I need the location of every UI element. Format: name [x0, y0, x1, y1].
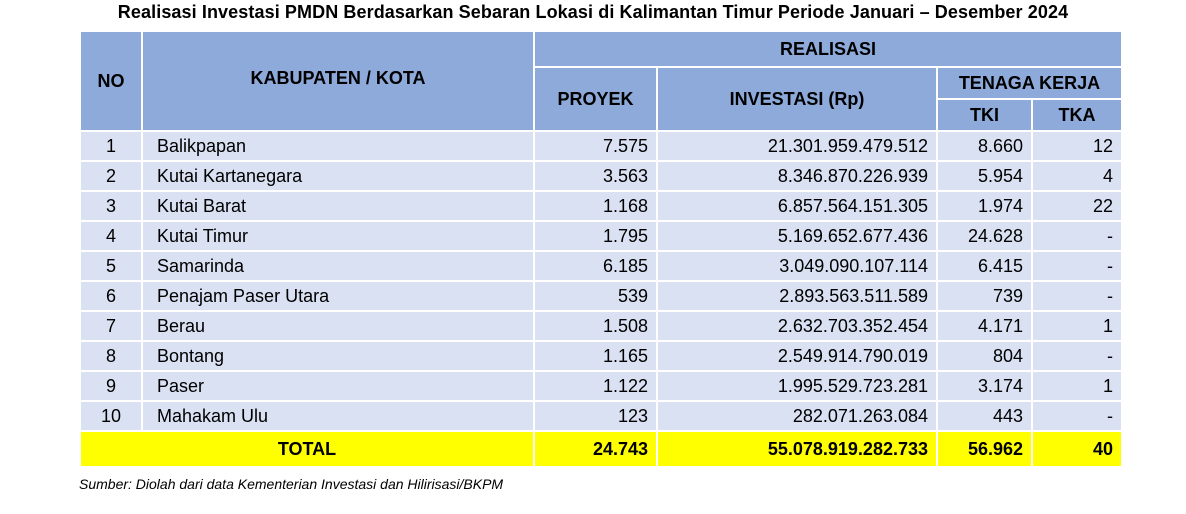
cell-kabupaten: Kutai Barat: [141, 190, 535, 222]
cell-tka: 12: [1031, 130, 1123, 162]
cell-tka: 22: [1031, 190, 1123, 222]
total-tka: 40: [1031, 430, 1123, 468]
total-label: TOTAL: [79, 430, 535, 468]
cell-kabupaten: Kutai Kartanegara: [141, 160, 535, 192]
cell-tka: 4: [1031, 160, 1123, 192]
header-kabupaten: KABUPATEN / KOTA: [141, 30, 535, 132]
cell-proyek: 3.563: [533, 160, 658, 192]
cell-proyek: 539: [533, 280, 658, 312]
cell-investasi: 5.169.652.677.436: [656, 220, 938, 252]
table-row: 10 Mahakam Ulu 123 282.071.263.084 443-: [79, 400, 1123, 432]
total-row: TOTAL 24.743 55.078.919.282.733 56.962 4…: [79, 430, 1123, 468]
cell-investasi: 2.549.914.790.019: [656, 340, 938, 372]
header-investasi: INVESTASI (Rp): [656, 66, 938, 132]
cell-tki: 5.954: [936, 160, 1033, 192]
source-note: Sumber: Diolah dari data Kementerian Inv…: [79, 476, 504, 492]
cell-tki: 6.415: [936, 250, 1033, 282]
header-tenaga-kerja: TENAGA KERJA: [936, 66, 1123, 100]
cell-no: 4: [79, 220, 143, 252]
cell-tki: 3.174: [936, 370, 1033, 402]
cell-proyek: 6.185: [533, 250, 658, 282]
cell-tki: 1.974: [936, 190, 1033, 222]
table-row: 2 Kutai Kartanegara 3.563 8.346.870.226.939…: [79, 160, 1123, 192]
table-row: 5 Samarinda 6.185 3.049.090.107.114 6.415-: [79, 250, 1123, 282]
table-row: 6 Penajam Paser Utara 539 2.893.563.511.589…: [79, 280, 1123, 312]
cell-no: 5: [79, 250, 143, 282]
header-tki: TKI: [936, 98, 1033, 132]
table-title: Realisasi Investasi PMDN Berdasarkan Seb…: [117, 2, 1069, 22]
total-investasi: 55.078.919.282.733: [656, 430, 938, 468]
cell-tki: 804: [936, 340, 1033, 372]
cell-kabupaten: Balikpapan: [141, 130, 535, 162]
cell-investasi: 8.346.870.226.939: [656, 160, 938, 192]
cell-no: 1: [79, 130, 143, 162]
total-proyek: 24.743: [533, 430, 658, 468]
cell-investasi: 1.995.529.723.281: [656, 370, 938, 402]
cell-investasi: 3.049.090.107.114: [656, 250, 938, 282]
cell-tka: 1: [1031, 370, 1123, 402]
table-row: 4 Kutai Timur 1.795 5.169.652.677.436 24.628…: [79, 220, 1123, 252]
cell-tka: 1: [1031, 310, 1123, 342]
cell-kabupaten: Bontang: [141, 340, 535, 372]
cell-tka: -: [1031, 220, 1123, 252]
cell-no: 2: [79, 160, 143, 192]
cell-no: 7: [79, 310, 143, 342]
header-proyek: PROYEK: [533, 66, 658, 132]
table-row: 8 Bontang 1.165 2.549.914.790.019 804-: [79, 340, 1123, 372]
cell-proyek: 1.168: [533, 190, 658, 222]
cell-kabupaten: Mahakam Ulu: [141, 400, 535, 432]
cell-tki: 8.660: [936, 130, 1033, 162]
cell-kabupaten: Paser: [141, 370, 535, 402]
cell-proyek: 1.795: [533, 220, 658, 252]
header-realisasi: REALISASI: [533, 30, 1123, 68]
cell-investasi: 2.893.563.511.589: [656, 280, 938, 312]
cell-investasi: 6.857.564.151.305: [656, 190, 938, 222]
cell-tki: 739: [936, 280, 1033, 312]
table-row: 7 Berau 1.508 2.632.703.352.454 4.171 1: [79, 310, 1123, 342]
investment-table: NO KABUPATEN / KOTA REALISASI PROYEK INV…: [79, 30, 1123, 468]
cell-no: 10: [79, 400, 143, 432]
cell-kabupaten: Samarinda: [141, 250, 535, 282]
table-row: 1 Balikpapan 7.575 21.301.959.479.512 8.660 1…: [79, 130, 1123, 162]
cell-tki: 24.628: [936, 220, 1033, 252]
cell-no: 6: [79, 280, 143, 312]
cell-proyek: 1.508: [533, 310, 658, 342]
cell-proyek: 1.122: [533, 370, 658, 402]
cell-kabupaten: Berau: [141, 310, 535, 342]
cell-investasi: 282.071.263.084: [656, 400, 938, 432]
cell-no: 8: [79, 340, 143, 372]
header-tka: TKA: [1031, 98, 1123, 132]
cell-investasi: 21.301.959.479.512: [656, 130, 938, 162]
cell-proyek: 7.575: [533, 130, 658, 162]
cell-tka: -: [1031, 400, 1123, 432]
cell-proyek: 123: [533, 400, 658, 432]
cell-proyek: 1.165: [533, 340, 658, 372]
cell-no: 9: [79, 370, 143, 402]
cell-tki: 443: [936, 400, 1033, 432]
cell-kabupaten: Penajam Paser Utara: [141, 280, 535, 312]
table-row: 3 Kutai Barat 1.168 6.857.564.151.305 1.974 2…: [79, 190, 1123, 222]
cell-investasi: 2.632.703.352.454: [656, 310, 938, 342]
table-row: 9 Paser 1.122 1.995.529.723.281 3.174 1: [79, 370, 1123, 402]
header-no: NO: [79, 30, 143, 132]
cell-tka: -: [1031, 250, 1123, 282]
cell-tka: -: [1031, 280, 1123, 312]
cell-no: 3: [79, 190, 143, 222]
total-tki: 56.962: [936, 430, 1033, 468]
cell-kabupaten: Kutai Timur: [141, 220, 535, 252]
cell-tki: 4.171: [936, 310, 1033, 342]
cell-tka: -: [1031, 340, 1123, 372]
